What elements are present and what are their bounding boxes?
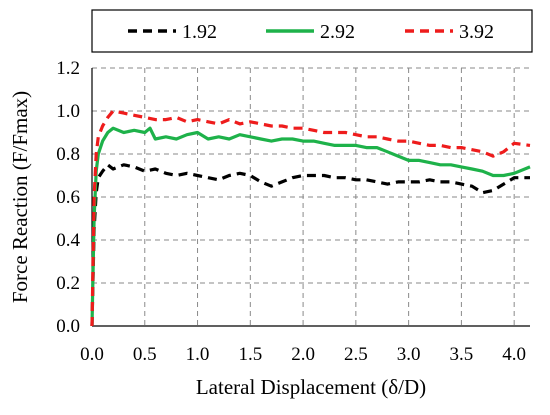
y-tick-labels: 0.0 0.2 0.4 0.6 0.8 1.0 1.2 bbox=[56, 58, 80, 337]
x-tick-label: 0.0 bbox=[80, 344, 104, 365]
x-tick-label: 0.5 bbox=[133, 344, 157, 365]
y-tick-label: 0.4 bbox=[56, 230, 80, 251]
x-tick-label: 1.0 bbox=[186, 344, 210, 365]
x-tick-labels: 0.0 0.5 1.0 1.5 2.0 2.5 3.0 3.5 4.0 bbox=[80, 344, 526, 365]
legend: 1.92 2.92 3.92 bbox=[91, 9, 533, 53]
x-tick-label: 2.0 bbox=[291, 344, 315, 365]
y-tick-label: 1.2 bbox=[56, 58, 80, 79]
x-tick-label: 2.5 bbox=[344, 344, 368, 365]
x-tick-label: 4.0 bbox=[502, 344, 526, 365]
x-axis-title: Lateral Displacement (δ/D) bbox=[196, 375, 426, 399]
x-tick-label: 3.0 bbox=[397, 344, 421, 365]
legend-label: 3.92 bbox=[459, 21, 494, 43]
y-tick-label: 1.0 bbox=[56, 101, 80, 122]
legend-label: 2.92 bbox=[320, 21, 355, 43]
series-line-2-92 bbox=[90, 126, 531, 327]
legend-label: 1.92 bbox=[182, 21, 217, 43]
y-tick-label: 0.2 bbox=[56, 273, 80, 294]
grid-lines bbox=[92, 67, 530, 326]
x-tick-label: 1.5 bbox=[238, 344, 262, 365]
y-tick-label: 0.0 bbox=[56, 316, 80, 337]
y-tick-label: 0.8 bbox=[56, 144, 80, 165]
series-line-1-92 bbox=[90, 163, 530, 327]
series-line-3-92 bbox=[90, 109, 531, 327]
x-tick-label: 3.5 bbox=[450, 344, 474, 365]
y-tick-label: 0.6 bbox=[56, 187, 80, 208]
y-axis-title: Force Reaction (F/Fmax) bbox=[8, 91, 32, 303]
series-lines bbox=[90, 109, 531, 327]
